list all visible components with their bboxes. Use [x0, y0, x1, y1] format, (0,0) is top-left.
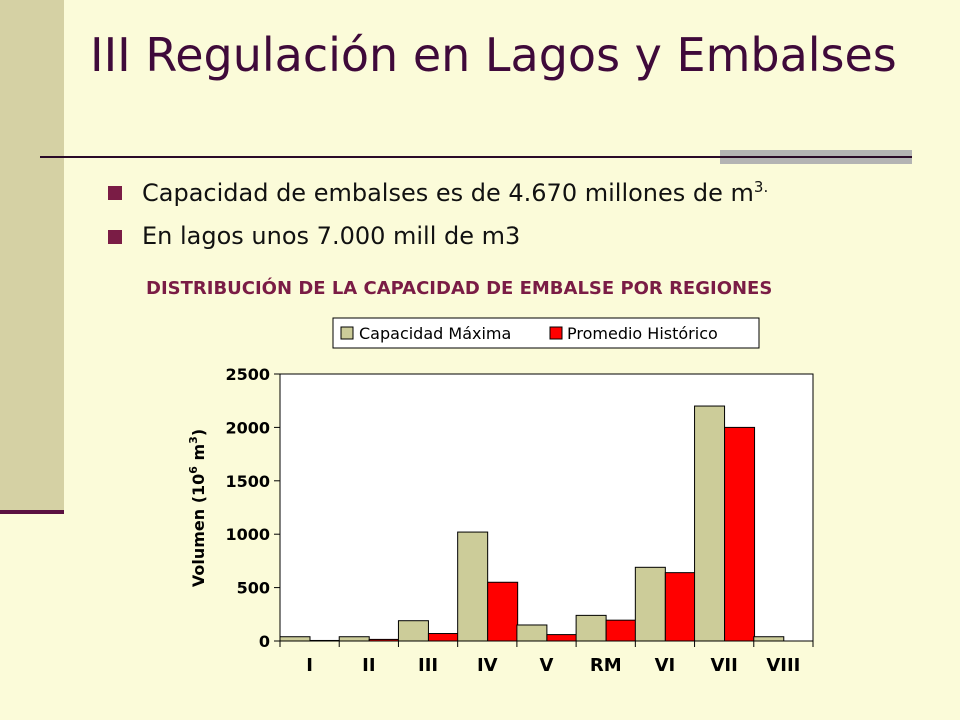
- legend-swatch-promedio: [549, 326, 563, 340]
- x-tick-label: VII: [711, 655, 738, 676]
- y-tick-label: 500: [237, 579, 270, 598]
- x-tick-label: VI: [655, 655, 676, 676]
- bullet-list: Capacidad de embalses es de 4.670 millon…: [108, 178, 768, 266]
- bar-capacidad-maxima: [338, 636, 370, 642]
- y-tick-label: 0: [259, 632, 270, 651]
- legend-label-promedio: Promedio Histórico: [567, 324, 718, 343]
- x-tick-label: V: [540, 655, 554, 676]
- x-tick-label: RM: [590, 655, 622, 676]
- bar-promedio-historico: [724, 426, 756, 642]
- chart-heading: DISTRIBUCIÓN DE LA CAPACIDAD DE EMBALSE …: [146, 278, 773, 299]
- bullet-text: En lagos unos 7.000 mill de m3: [142, 222, 521, 250]
- bar-capacidad-maxima: [457, 531, 489, 642]
- y-tick-label: 1500: [225, 472, 270, 491]
- x-tick-label: VIII: [766, 655, 800, 676]
- bar-promedio-historico: [664, 572, 696, 642]
- bar-capacidad-maxima: [634, 566, 666, 642]
- bullet-text: Capacidad de embalses es de 4.670 millon…: [142, 178, 769, 207]
- bar-capacidad-maxima: [694, 405, 726, 642]
- y-axis-label: Volumen (106 m3): [187, 429, 208, 587]
- x-tick-label: IV: [477, 655, 498, 676]
- bullet-item: Capacidad de embalses es de 4.670 millon…: [108, 178, 768, 222]
- bullet-square-icon: [108, 230, 122, 244]
- bar-capacidad-maxima: [279, 636, 311, 642]
- bar-capacidad-maxima: [753, 636, 785, 642]
- legend: Capacidad Máxima Promedio Histórico: [332, 317, 760, 349]
- bullet-item: En lagos unos 7.000 mill de m3: [108, 222, 768, 266]
- bar-promedio-historico: [309, 639, 341, 642]
- y-tick-label: 2000: [225, 418, 270, 437]
- x-tick-label: I: [306, 655, 313, 676]
- bar-capacidad-maxima: [397, 620, 429, 642]
- bar-capacidad-maxima: [516, 624, 548, 642]
- x-tick-label: II: [362, 655, 375, 676]
- legend-swatch-capacidad: [340, 326, 354, 340]
- x-tick-label: III: [418, 655, 438, 676]
- bar-promedio-historico: [487, 581, 519, 642]
- left-decorative-band: [0, 0, 64, 510]
- bar-promedio-historico: [427, 633, 459, 642]
- legend-box: [332, 317, 760, 349]
- title-rule: [40, 156, 912, 158]
- legend-label-capacidad: Capacidad Máxima: [359, 324, 511, 343]
- bar-promedio-historico: [605, 619, 637, 642]
- bar-promedio-historico: [546, 634, 578, 642]
- y-tick-label: 1000: [225, 525, 270, 544]
- bar-promedio-historico: [368, 638, 400, 642]
- y-tick-label: 2500: [225, 365, 270, 384]
- bar-capacidad-maxima: [575, 614, 607, 642]
- slide-title: III Regulación en Lagos y Embalses: [90, 28, 897, 82]
- left-band-underline: [0, 510, 64, 514]
- bullet-square-icon: [108, 186, 122, 200]
